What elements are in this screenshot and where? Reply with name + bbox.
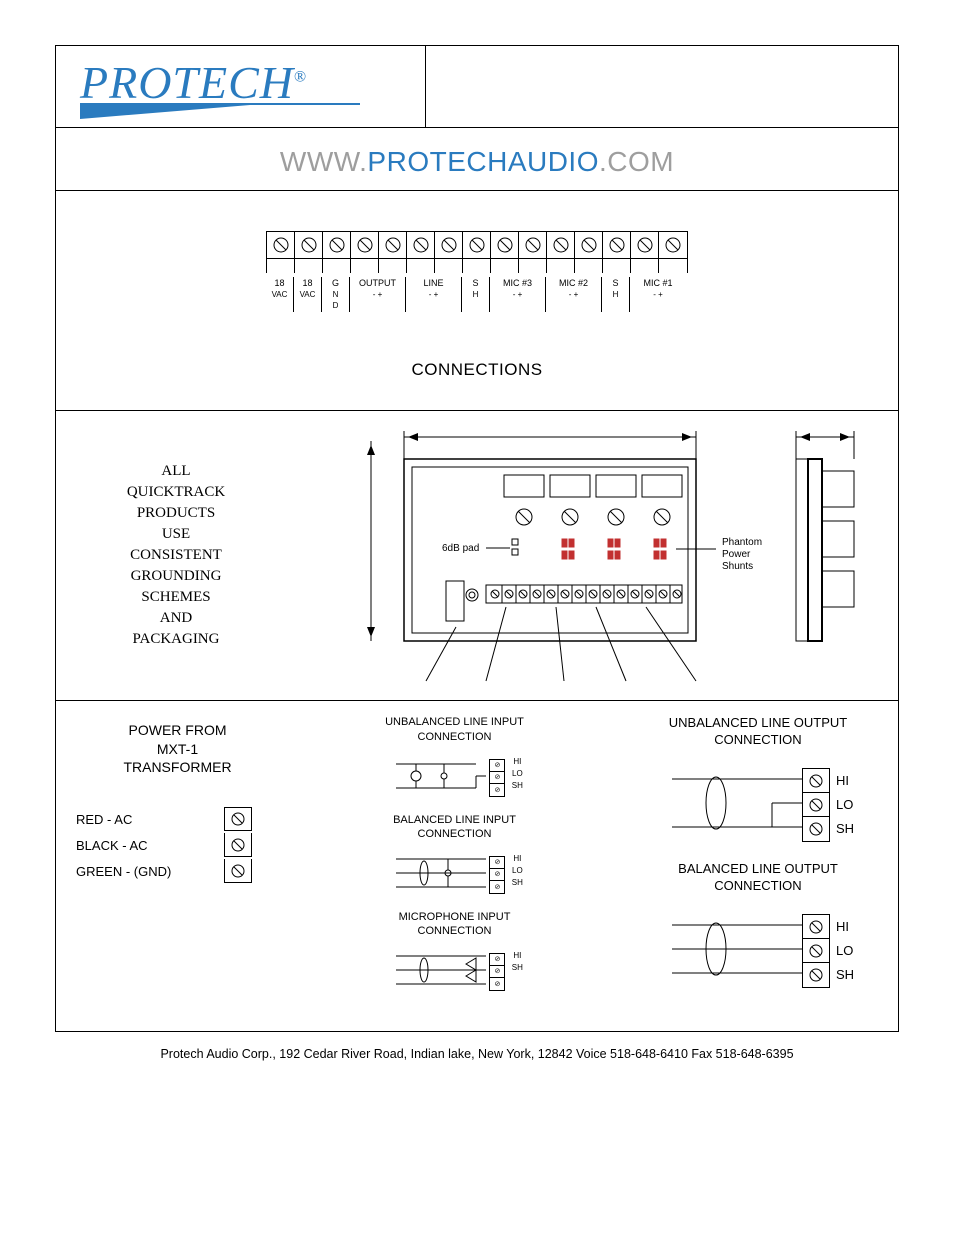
mini-terms: ⊘⊘⊘ bbox=[489, 759, 505, 797]
page-frame: PROTECH® WWW.PROTECHAUDIO.COM 18VAC18VAC… bbox=[55, 45, 899, 1032]
unbal-input-title: UNBALANCED LINE INPUTCONNECTION bbox=[299, 715, 610, 744]
power-label-green: GREEN - (GND) bbox=[76, 864, 224, 879]
terminal bbox=[603, 232, 631, 258]
power-row-red: RED - AC bbox=[76, 806, 279, 832]
terminal-label: LINE- + bbox=[406, 277, 462, 312]
url: WWW.PROTECHAUDIO.COM bbox=[280, 146, 674, 177]
power-term-green bbox=[224, 859, 252, 883]
terminal-label: GND bbox=[322, 277, 350, 312]
svg-text:Phantom: Phantom bbox=[722, 537, 762, 548]
terminal-label: SH bbox=[462, 277, 490, 312]
terminal bbox=[491, 232, 519, 258]
terminal bbox=[295, 232, 323, 258]
out-terms bbox=[802, 768, 830, 842]
header-empty bbox=[426, 46, 898, 127]
pad-label-svg: 6dB pad bbox=[442, 543, 479, 554]
power-term-red bbox=[224, 807, 252, 831]
power-row-green: GREEN - (GND) bbox=[76, 858, 279, 884]
header: PROTECH® bbox=[56, 46, 898, 128]
out-labels: HI LO SH bbox=[836, 915, 854, 987]
terminal-label: SH bbox=[602, 277, 630, 312]
mini-terms: ⊘⊘⊘ bbox=[489, 953, 505, 991]
input-column: UNBALANCED LINE INPUTCONNECTION ⊘⊘⊘ bbox=[291, 701, 618, 1031]
terminal-strip bbox=[266, 231, 688, 259]
bottom-row: POWER FROMMXT-1TRANSFORMER RED - AC BLAC… bbox=[56, 701, 898, 1031]
connections-title: CONNECTIONS bbox=[76, 360, 878, 380]
power-label-red: RED - AC bbox=[76, 812, 224, 827]
mini-labels: HI LO SH bbox=[509, 853, 523, 889]
bal-output-diagram: HI LO SH bbox=[662, 913, 854, 989]
terminal bbox=[351, 232, 379, 258]
terminal bbox=[547, 232, 575, 258]
bal-input-diagram: ⊘⊘⊘ HI LO SH bbox=[386, 853, 523, 894]
terminal bbox=[463, 232, 491, 258]
url-post: .COM bbox=[599, 146, 674, 177]
quicktrack-text: ALLQUICKTRACKPRODUCTSUSECONSISTENTGROUND… bbox=[56, 411, 296, 700]
terminal-label: MIC #2- + bbox=[546, 277, 602, 312]
power-term-black bbox=[224, 833, 252, 857]
terminal-label: OUTPUT- + bbox=[350, 277, 406, 312]
terminal-label: MIC #3- + bbox=[490, 277, 546, 312]
terminal bbox=[519, 232, 547, 258]
footer: Protech Audio Corp., 192 Cedar River Roa… bbox=[0, 1047, 954, 1061]
terminal bbox=[407, 232, 435, 258]
unbal-output-title: UNBALANCED LINE OUTPUTCONNECTION bbox=[630, 715, 886, 749]
terminal bbox=[435, 232, 463, 258]
terminal-strip-base bbox=[266, 259, 688, 273]
brand-reg: ® bbox=[294, 69, 307, 86]
terminal bbox=[575, 232, 603, 258]
bal-output-title: BALANCED LINE OUTPUTCONNECTION bbox=[630, 861, 886, 895]
connections-row: 18VAC18VACGNDOUTPUT- +LINE- +SHMIC #3- +… bbox=[56, 191, 898, 411]
brand-logo: PROTECH® bbox=[80, 56, 425, 109]
url-row: WWW.PROTECHAUDIO.COM bbox=[56, 128, 898, 191]
terminal bbox=[267, 232, 295, 258]
output-column: UNBALANCED LINE OUTPUTCONNECTION HI LO bbox=[618, 701, 898, 1031]
power-title: POWER FROMMXT-1TRANSFORMER bbox=[76, 721, 279, 776]
terminal bbox=[631, 232, 659, 258]
power-column: POWER FROMMXT-1TRANSFORMER RED - AC BLAC… bbox=[56, 701, 291, 1031]
url-mid: PROTECHAUDIO bbox=[367, 146, 599, 177]
terminal bbox=[379, 232, 407, 258]
logo-cell: PROTECH® bbox=[56, 46, 426, 127]
device-diagram: 6dB pad Phantom Power Shunts bbox=[296, 411, 898, 700]
mic-input-title: MICROPHONE INPUTCONNECTION bbox=[299, 910, 610, 939]
unbal-output-diagram: HI LO SH bbox=[662, 767, 854, 843]
mini-labels: HI SH bbox=[509, 950, 523, 974]
mic-input-diagram: ⊘⊘⊘ HI SH bbox=[386, 950, 523, 991]
mini-terms: ⊘⊘⊘ bbox=[489, 856, 505, 894]
power-label-black: BLACK - AC bbox=[76, 838, 224, 853]
terminal-label: MIC #1- + bbox=[630, 277, 686, 312]
svg-text:Power: Power bbox=[722, 549, 751, 560]
out-labels: HI LO SH bbox=[836, 769, 854, 841]
terminal bbox=[659, 232, 687, 258]
diagram-svg: 6dB pad Phantom Power Shunts bbox=[296, 411, 896, 701]
terminal bbox=[323, 232, 351, 258]
svg-text:Shunts: Shunts bbox=[722, 561, 753, 572]
power-table: RED - AC BLACK - AC GREEN - (GND) bbox=[76, 806, 279, 884]
brand-name: PROTECH bbox=[80, 57, 294, 108]
bal-input-title: BALANCED LINE INPUTCONNECTION bbox=[299, 813, 610, 842]
power-row-black: BLACK - AC bbox=[76, 832, 279, 858]
terminal-labels: 18VAC18VACGNDOUTPUT- +LINE- +SHMIC #3- +… bbox=[266, 277, 688, 312]
out-terms bbox=[802, 914, 830, 988]
terminal-label: 18VAC bbox=[294, 277, 322, 312]
terminal-strip-wrap: 18VAC18VACGNDOUTPUT- +LINE- +SHMIC #3- +… bbox=[266, 231, 688, 312]
url-pre: WWW. bbox=[280, 146, 368, 177]
quicktrack-row: ALLQUICKTRACKPRODUCTSUSECONSISTENTGROUND… bbox=[56, 411, 898, 701]
mini-labels: HI LO SH bbox=[509, 756, 523, 792]
terminal-label: 18VAC bbox=[266, 277, 294, 312]
unbal-input-diagram: ⊘⊘⊘ HI LO SH bbox=[386, 756, 523, 797]
